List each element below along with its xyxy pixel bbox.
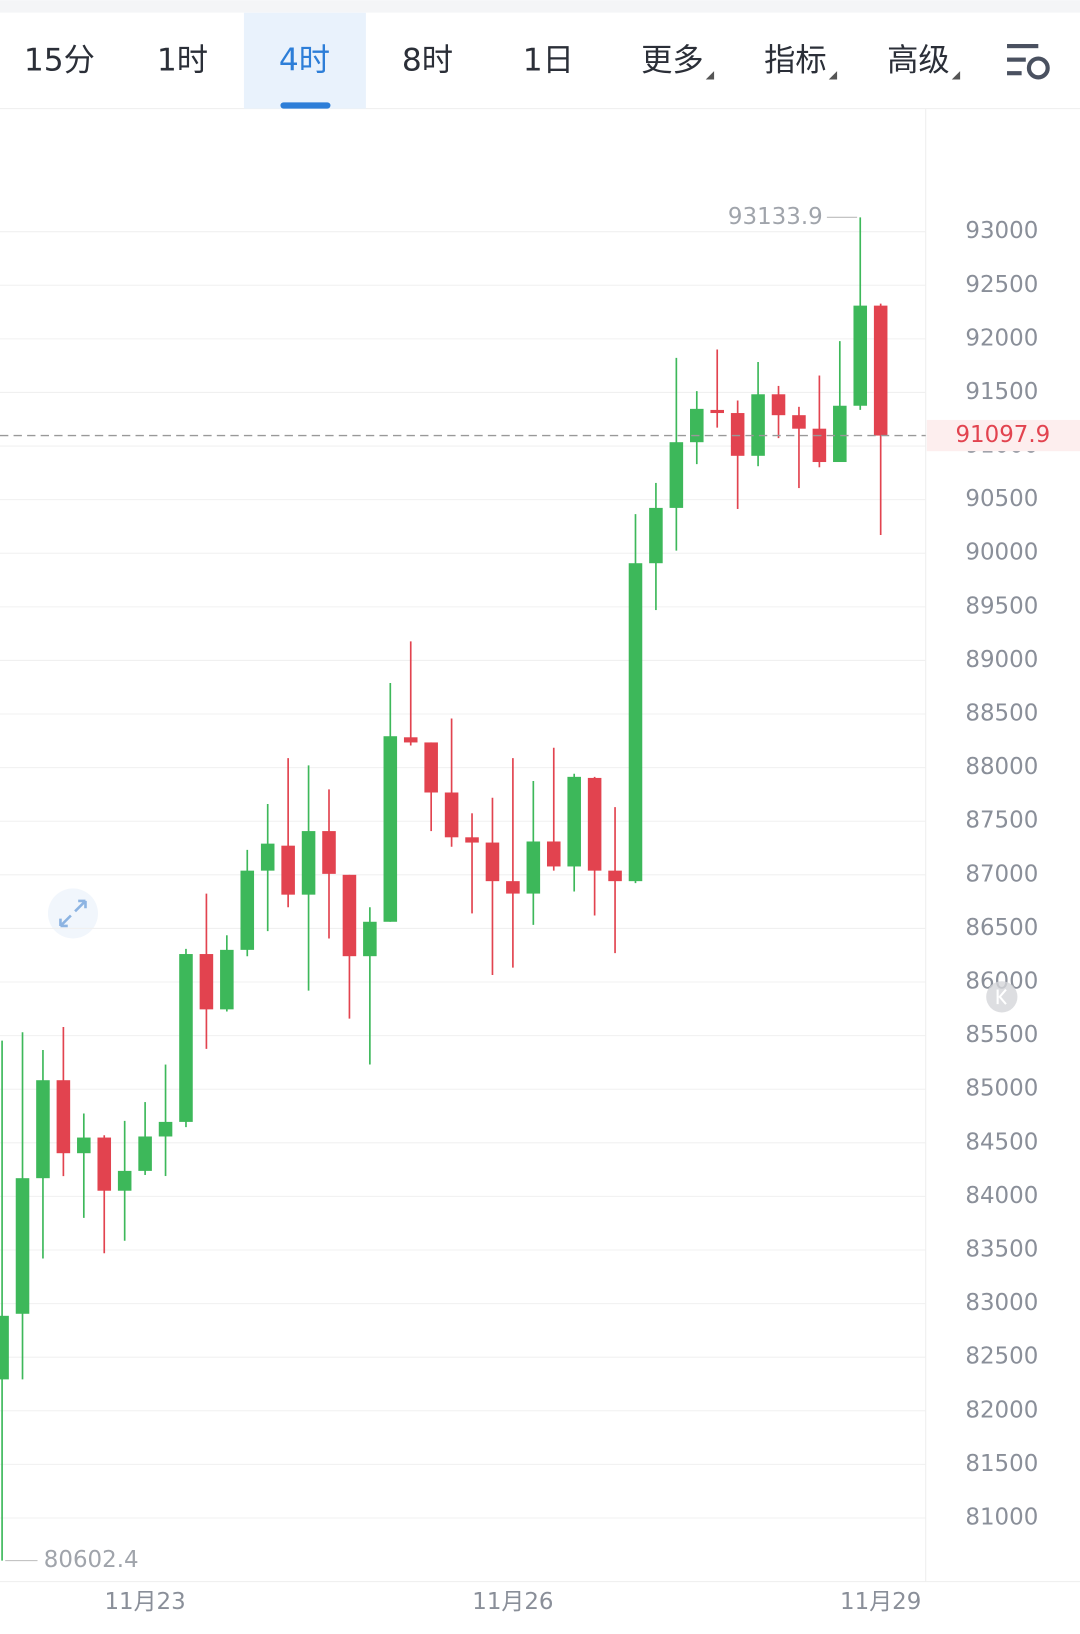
active-tab-bg: [243, 12, 366, 109]
tab-label[interactable]: 8时: [402, 43, 453, 79]
candle-body: [751, 394, 765, 456]
y-tick-label: 81000: [965, 1504, 1038, 1530]
y-tick-label: 89500: [965, 593, 1038, 619]
reset-button[interactable]: [986, 981, 1018, 1013]
x-tick-label: 11月29: [840, 1589, 921, 1615]
candle-body: [424, 742, 438, 793]
y-tick-label: 90500: [965, 486, 1038, 512]
candle-body: [322, 831, 336, 874]
candle-body: [138, 1136, 152, 1171]
candle-body: [690, 408, 704, 443]
y-tick-label: 82500: [965, 1344, 1038, 1370]
tab-bar: [0, 12, 1080, 109]
candle-body: [77, 1137, 91, 1154]
candle-body: [587, 777, 602, 871]
tab-label[interactable]: 高级: [887, 43, 950, 79]
candle-body: [485, 842, 500, 882]
y-tick-label: 91500: [965, 379, 1038, 405]
low-annotation: 80602.4: [44, 1547, 139, 1573]
candle-body: [730, 413, 745, 456]
icon-bar: [1007, 57, 1026, 62]
candle-body: [812, 428, 827, 463]
candle-body: [240, 870, 255, 950]
candle-body: [567, 776, 581, 867]
y-tick-label: 81500: [965, 1451, 1038, 1477]
candle-body: [342, 874, 357, 957]
y-tick-label: 88500: [965, 701, 1038, 727]
candle-body: [444, 792, 459, 838]
candle-body: [281, 845, 295, 895]
tab-label[interactable]: 15分: [24, 43, 95, 79]
candle-body: [465, 837, 479, 843]
last-price-bg: [926, 419, 1080, 452]
y-tick-label: 85500: [965, 1022, 1038, 1048]
candle-body: [853, 305, 868, 406]
last-price-label: 91097.9: [955, 422, 1050, 448]
y-tick-label: 85000: [965, 1076, 1038, 1102]
expand-bg: [47, 888, 98, 939]
y-tick-label: 93000: [965, 218, 1038, 244]
candle-body: [873, 305, 888, 436]
candle-body: [179, 954, 193, 1122]
candle-body: [403, 737, 418, 743]
candle-body: [649, 507, 663, 564]
tab-label[interactable]: 更多: [641, 43, 704, 79]
x-tick-label: 11月23: [104, 1589, 185, 1615]
candle-body: [710, 409, 724, 414]
candle-body: [36, 1080, 50, 1179]
settings-icon[interactable]: [1007, 44, 1050, 80]
candle-body: [628, 563, 643, 882]
candle-body: [199, 954, 214, 1010]
candle-body: [669, 442, 684, 508]
reset-glyph: [996, 988, 1007, 1005]
candle-body: [383, 736, 398, 922]
y-tick-label: 83000: [965, 1290, 1038, 1316]
candle-body: [220, 949, 234, 1010]
candle-body: [546, 841, 561, 867]
candle-body: [260, 843, 275, 871]
candle-body: [526, 841, 541, 894]
active-tab-indicator: [280, 102, 331, 109]
candle-body: [0, 1315, 9, 1380]
tab-label[interactable]: 4时: [279, 43, 330, 79]
tab-label[interactable]: 指标: [764, 43, 827, 79]
expand-arrows: [59, 899, 87, 928]
candle-body: [158, 1121, 173, 1137]
y-tick-label: 83500: [965, 1236, 1038, 1262]
y-tick-label: 88000: [965, 754, 1038, 780]
candle-body: [97, 1137, 112, 1191]
y-tick-label: 86500: [965, 915, 1038, 941]
y-tick-label: 84000: [965, 1183, 1038, 1209]
tab-label[interactable]: 1日: [523, 43, 574, 79]
y-tick-label: 82000: [965, 1397, 1038, 1423]
y-tick-label: 92500: [965, 272, 1038, 298]
y-tick-label: 89000: [965, 647, 1038, 673]
status-strip: [0, 0, 1080, 13]
candle-body: [608, 870, 622, 882]
icon-gear: [1026, 56, 1050, 80]
candle-body: [117, 1170, 132, 1191]
reset-bg: [986, 981, 1018, 1013]
icon-bar: [1007, 71, 1022, 76]
y-tick-label: 87000: [965, 861, 1038, 887]
high-annotation: 93133.9: [728, 204, 823, 230]
y-tick-label: 90000: [965, 540, 1038, 566]
expand-button[interactable]: [47, 888, 98, 939]
candle-body: [363, 921, 377, 957]
candle-body: [792, 415, 806, 429]
candle-body: [15, 1178, 30, 1314]
y-tick-label: 87500: [965, 808, 1038, 834]
candle-body: [56, 1080, 71, 1154]
y-tick-label: 84500: [965, 1129, 1038, 1155]
candle-body: [506, 881, 520, 894]
candle-body: [301, 831, 316, 895]
tab-label[interactable]: 1时: [157, 43, 208, 79]
x-tick-label: 11月26: [472, 1589, 553, 1615]
candle-body: [833, 405, 847, 463]
y-tick-label: 92000: [965, 325, 1038, 351]
icon-bar: [1007, 44, 1039, 49]
candle-body: [771, 394, 786, 416]
